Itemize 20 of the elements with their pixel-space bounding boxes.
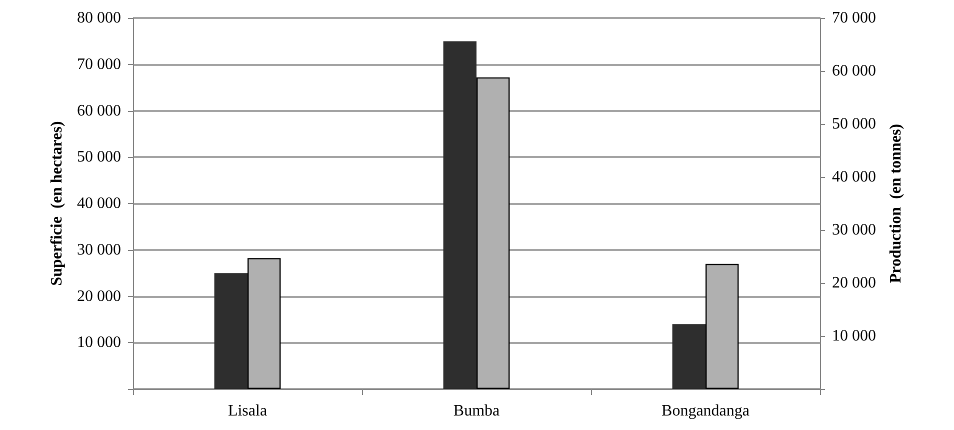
y2-tick-label: 70 000 (832, 10, 876, 26)
y-tick-label: 50 000 (77, 148, 121, 166)
y2-tick-label: 30 000 (832, 222, 876, 238)
x-tick-label: Bumba (453, 402, 500, 420)
y-tick-label: 30 000 (77, 241, 121, 258)
x-tick-label: Bongandanga (662, 402, 750, 420)
y-axis-title: Superficie (en hectares) (48, 121, 66, 286)
y2-tick-label: 20 000 (832, 274, 876, 292)
y2-tick-label: 50 000 (832, 116, 876, 132)
y-tick-label: 70 000 (77, 56, 121, 73)
y-tick-label: 80 000 (77, 10, 121, 26)
y-tick-label: 60 000 (77, 102, 121, 120)
y2-tick-label: 40 000 (832, 168, 876, 186)
y2-tick-label: 10 000 (832, 328, 876, 344)
y2-tick-label: 60 000 (832, 62, 876, 80)
y-tick-label: 10 000 (77, 334, 121, 352)
y-tick-label: 20 000 (77, 288, 121, 305)
x-tick-label: Lisala (228, 402, 268, 420)
y-tick-label: 40 000 (77, 195, 121, 212)
y2-axis-title: Production (en tonnes) (888, 124, 904, 284)
